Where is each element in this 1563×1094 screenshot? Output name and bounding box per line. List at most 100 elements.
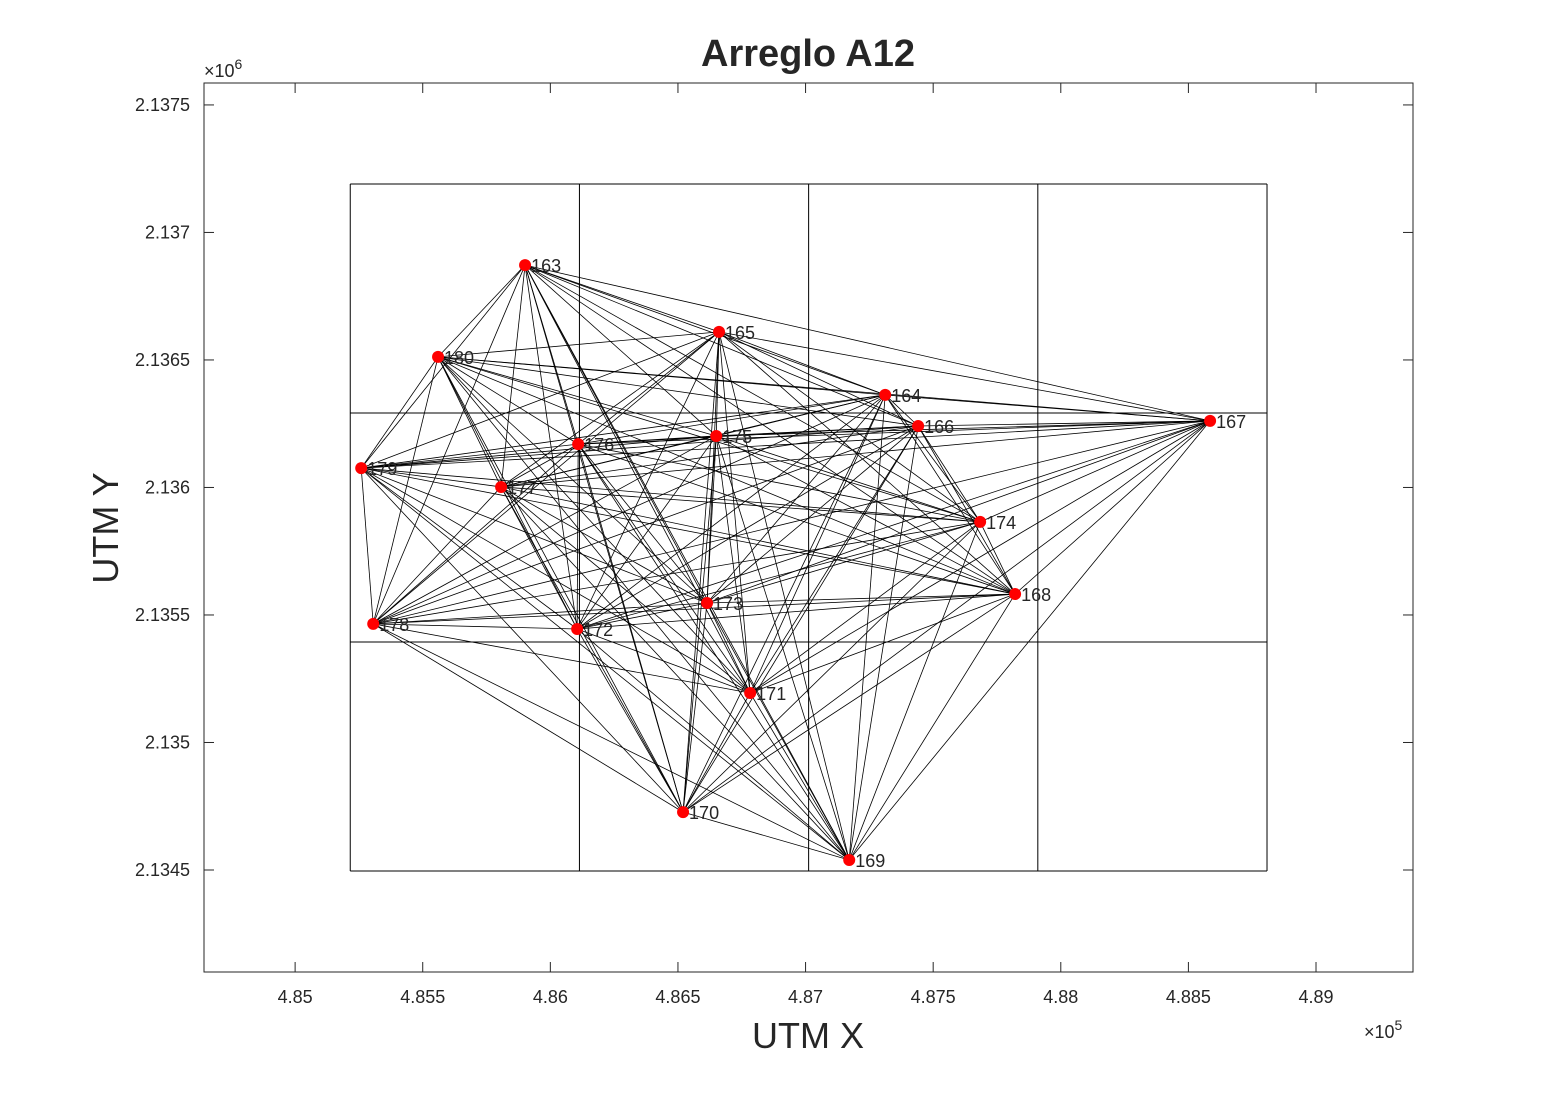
link: [716, 435, 1016, 595]
y-axis-label: UTM Y: [85, 472, 126, 583]
link: [682, 811, 850, 861]
point: [843, 854, 856, 867]
link: [373, 425, 919, 625]
link: [577, 443, 751, 694]
link: [372, 486, 502, 625]
x-tick-label: 4.885: [1166, 987, 1211, 1007]
x-tick-label: 4.86: [533, 987, 568, 1007]
link: [361, 443, 579, 469]
multiplier-base: ×10: [204, 61, 235, 81]
link: [437, 356, 717, 437]
link: [578, 394, 886, 445]
link: [360, 356, 439, 469]
link: [715, 435, 751, 694]
link: [372, 356, 439, 624]
link: [718, 331, 1016, 595]
point-label: 178: [379, 615, 409, 635]
point: [367, 617, 380, 630]
link: [718, 331, 1211, 422]
link: [682, 420, 1211, 813]
link: [848, 394, 886, 861]
x-tick-label: 4.87: [788, 987, 823, 1007]
link: [749, 420, 1211, 694]
link: [577, 602, 708, 630]
link: [979, 420, 1211, 523]
point-label: 168: [1021, 585, 1051, 605]
link: [500, 443, 579, 488]
point-label: 163: [531, 256, 561, 276]
link: [885, 394, 1211, 422]
link: [501, 486, 981, 523]
x-tick-label: 4.865: [655, 987, 700, 1007]
link: [524, 264, 717, 437]
point: [879, 388, 892, 401]
link: [917, 425, 1016, 595]
y-tick-label: 2.1365: [135, 350, 190, 370]
link: [1014, 420, 1211, 595]
link: [884, 394, 981, 523]
link: [750, 593, 1016, 694]
link: [437, 356, 850, 861]
link: [848, 420, 1211, 861]
axis-multiplier: ×105: [1364, 1017, 1403, 1042]
link: [361, 394, 886, 469]
point-label: 171: [756, 684, 786, 704]
link: [576, 331, 720, 630]
link: [577, 420, 1211, 630]
link: [373, 623, 684, 813]
link: [437, 356, 684, 813]
point: [1204, 414, 1217, 427]
link: [749, 521, 981, 694]
link: [361, 467, 708, 604]
link: [361, 435, 717, 469]
link: [917, 425, 981, 523]
link: [682, 521, 981, 813]
point-label: 170: [689, 803, 719, 823]
link: [500, 486, 850, 861]
point-label: 164: [891, 386, 921, 406]
point: [677, 806, 690, 819]
link: [718, 331, 751, 694]
link: [716, 435, 981, 523]
link: [437, 356, 502, 488]
point: [701, 596, 714, 609]
link: [437, 356, 919, 427]
link: [373, 623, 850, 861]
y-tick-label: 2.137: [145, 222, 190, 242]
link: [682, 331, 720, 813]
link: [500, 486, 578, 630]
link: [500, 486, 751, 694]
link: [373, 602, 708, 625]
link: [577, 593, 1016, 630]
point: [571, 622, 584, 635]
point: [432, 350, 445, 363]
link: [500, 486, 708, 604]
link: [576, 394, 886, 630]
point: [1009, 588, 1022, 601]
y-tick-label: 2.1375: [135, 95, 190, 115]
point-label: 173: [713, 594, 743, 614]
axis-multiplier: ×106: [204, 56, 243, 81]
x-tick-label: 4.855: [400, 987, 445, 1007]
point-label: 180: [444, 348, 474, 368]
link: [576, 628, 751, 694]
y-tick-label: 2.136: [145, 477, 190, 497]
link: [373, 435, 717, 625]
link: [682, 692, 751, 813]
x-tick-label: 4.89: [1298, 987, 1333, 1007]
link: [372, 264, 526, 625]
point-label: 167: [1216, 412, 1246, 432]
y-tick-label: 2.135: [145, 732, 190, 752]
link: [576, 628, 850, 861]
link: [718, 331, 850, 861]
link: [437, 264, 526, 358]
link: [707, 593, 1016, 604]
link: [918, 420, 1211, 427]
y-tick-label: 2.1355: [135, 605, 190, 625]
link: [706, 425, 919, 604]
link: [716, 420, 1211, 437]
link: [718, 331, 919, 427]
link: [706, 602, 850, 861]
link: [706, 521, 981, 604]
